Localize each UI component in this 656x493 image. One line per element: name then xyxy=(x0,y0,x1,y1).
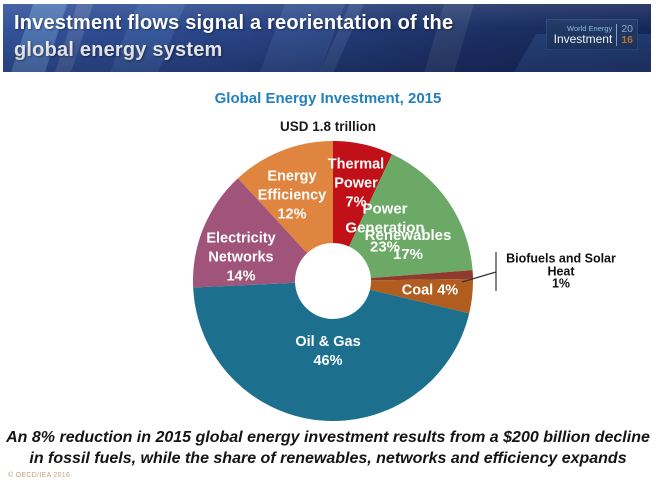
pie-segment-thermal-power xyxy=(333,141,393,247)
pie-segment-renewables xyxy=(349,154,473,279)
coal-label: Coal 4% xyxy=(401,282,459,299)
logo-year: 20 16 xyxy=(621,22,633,46)
slide-title: Investment flows signal a reorientation … xyxy=(14,10,453,64)
chart-subtitle: USD 1.8 trillion xyxy=(279,119,377,134)
power-generation-label: Power Generation 23% xyxy=(345,200,425,256)
biofuels-callout-label: Biofuels and Solar Heat 1% xyxy=(506,251,616,291)
slide-title-line2: global energy system xyxy=(14,39,223,61)
pie-segment-electricity-networks xyxy=(193,178,308,288)
pie-segment-energy-efficiency xyxy=(237,141,333,254)
thermal-power-label: Thermal Power 7% xyxy=(327,156,385,211)
logo-divider xyxy=(616,23,618,46)
takeaway-text: An 8% reduction in 2015 global energy in… xyxy=(0,427,656,469)
slide-title-line1: Investment flows signal a reorientation … xyxy=(14,12,454,34)
biofuels-callout-line xyxy=(461,252,497,291)
pie-segment-coal xyxy=(369,278,473,314)
takeaway-line2: in fossil fuels, while the share of rene… xyxy=(29,450,627,467)
takeaway-line1: An 8% reduction in 2015 global energy in… xyxy=(6,429,650,446)
pie-segment-oil-gas xyxy=(193,282,470,421)
oil-gas-label: Oil & Gas 46% xyxy=(295,334,361,369)
logo-brand: World Energy Investment xyxy=(554,24,613,46)
header-banner: Investment flows signal a reorientation … xyxy=(3,4,651,72)
energy-efficiency-label: Energy Efficiency 12% xyxy=(257,168,327,223)
logo-brand-main: Investment xyxy=(553,31,613,46)
renewables-label: Renewables 17% xyxy=(364,227,452,263)
chart-title: Global Energy Investment, 2015 xyxy=(214,90,442,107)
electricity-networks-label: Electricity Networks 14% xyxy=(206,230,276,285)
world-energy-investment-logo: World Energy Investment 20 16 xyxy=(546,19,638,50)
pie-segment-biofuels-and-solar-heat xyxy=(370,270,473,281)
logo-year-top: 20 xyxy=(621,22,633,35)
copyright: © OECD/IEA 2016 xyxy=(8,472,71,479)
logo-brand-small: World Energy xyxy=(567,23,613,33)
logo-year-bottom: 16 xyxy=(621,33,633,46)
